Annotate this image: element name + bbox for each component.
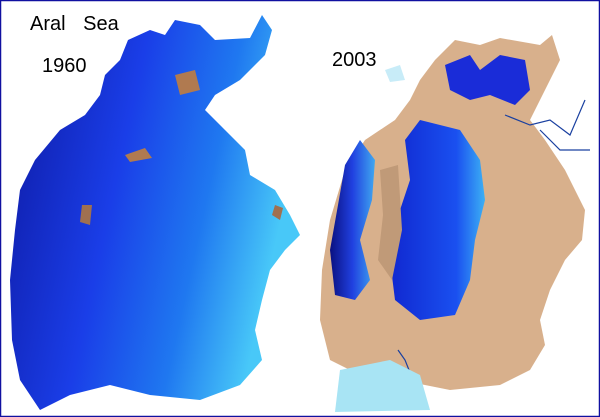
year-label: 1960 <box>42 55 87 77</box>
lake-north <box>445 55 530 105</box>
island <box>272 205 283 220</box>
island <box>125 148 152 162</box>
island <box>80 205 92 225</box>
sea-1960 <box>10 15 300 410</box>
delta <box>335 360 430 412</box>
year-label: 2003 <box>332 49 377 71</box>
lake-west <box>330 140 375 300</box>
lake-east <box>390 120 485 320</box>
lake <box>385 65 405 82</box>
island <box>378 165 402 280</box>
title: Aral Sea <box>30 13 120 35</box>
island <box>175 70 200 95</box>
